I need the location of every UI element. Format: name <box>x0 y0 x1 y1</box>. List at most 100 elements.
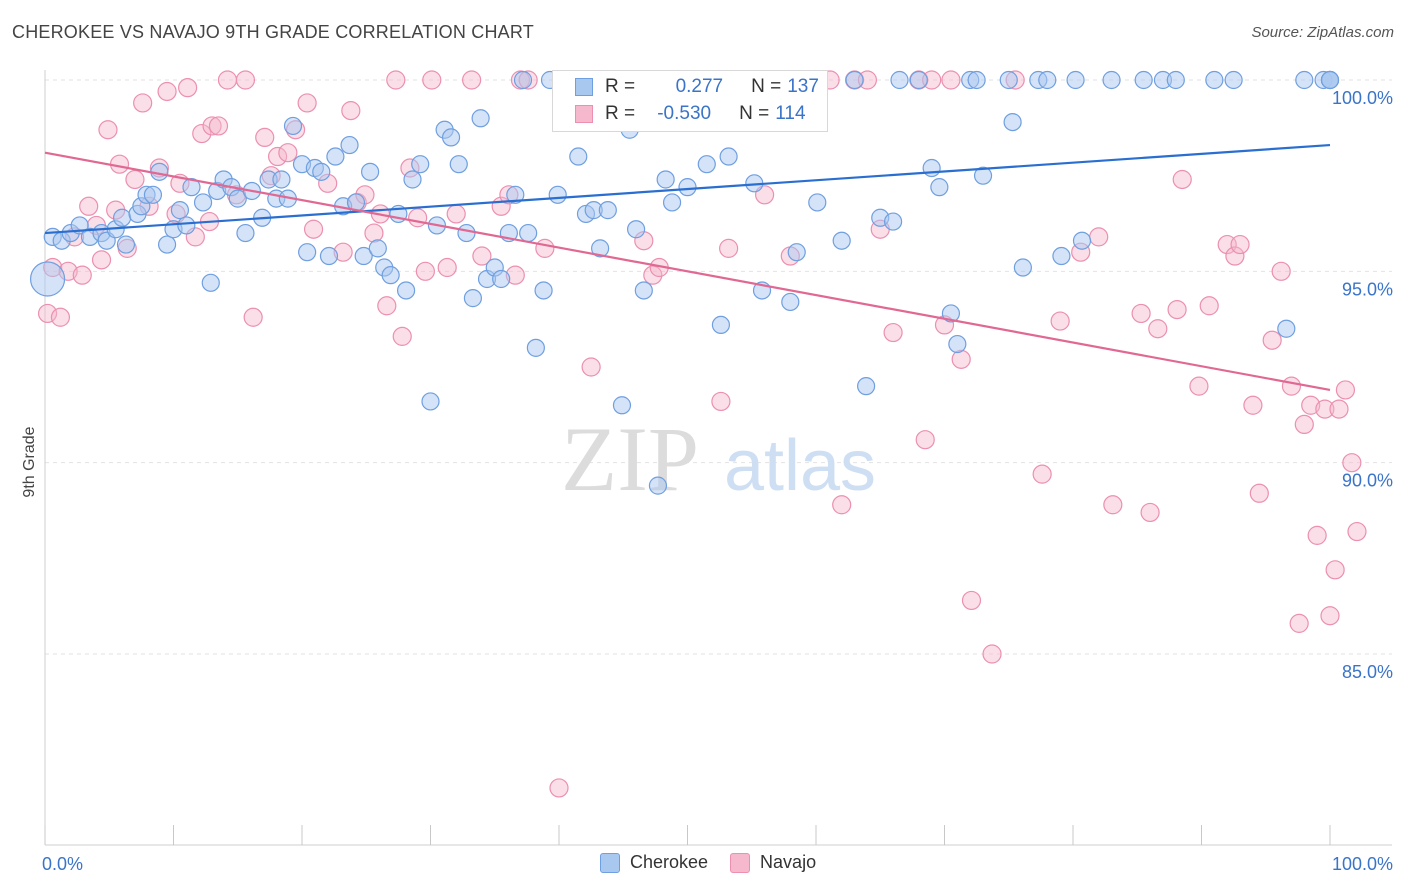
series-legend: Cherokee Navajo <box>600 852 838 873</box>
cherokee-point <box>973 166 993 185</box>
legend-n-value: 137 <box>787 76 819 97</box>
navajo-point <box>1271 261 1291 281</box>
cherokee-point <box>857 377 876 396</box>
y-tick-label: 90.0% <box>1342 471 1393 491</box>
navajo-point <box>941 70 961 90</box>
navajo-point <box>1342 453 1362 473</box>
cherokee-point <box>471 109 490 128</box>
navajo-point <box>1289 613 1309 633</box>
legend-r-label: R = <box>605 76 636 97</box>
navajo-point <box>1050 311 1070 331</box>
cherokee-point <box>381 266 400 285</box>
navajo-point <box>1225 246 1245 266</box>
legend-label-cherokee: Cherokee <box>630 852 709 872</box>
navajo-point <box>125 169 145 190</box>
legend-label-navajo: Navajo <box>760 852 817 872</box>
y-tick-label: 100.0% <box>1332 88 1393 108</box>
cherokee-point <box>361 162 380 181</box>
navajo-point <box>208 116 229 136</box>
navajo-point <box>1320 606 1340 626</box>
navajo-point <box>50 307 71 327</box>
cherokee-point <box>526 338 545 357</box>
cherokee-point <box>403 170 422 189</box>
navajo-point <box>1301 395 1321 415</box>
navajo-point <box>1148 319 1168 339</box>
navajo-point <box>1294 414 1314 434</box>
navajo-point <box>1140 502 1160 523</box>
cherokee-point <box>1320 70 1340 90</box>
y-tick-label: 95.0% <box>1342 279 1393 299</box>
legend-r-value: -0.530 <box>657 103 712 124</box>
navajo-point <box>1243 395 1263 415</box>
watermark-atlas: atlas <box>724 426 876 506</box>
navajo-point <box>1199 296 1219 316</box>
navajo-point <box>915 430 935 450</box>
cherokee-point <box>719 147 738 166</box>
navajo-point <box>1262 330 1282 350</box>
cherokee-point <box>909 70 928 90</box>
legend-r-value: 0.277 <box>675 76 724 97</box>
cherokee-point <box>1224 70 1243 90</box>
watermark: ZIP atlas <box>561 408 876 510</box>
cherokee-point <box>354 246 373 266</box>
navajo-point <box>711 391 731 412</box>
navajo-point <box>1307 525 1327 545</box>
cherokee-point <box>626 220 646 239</box>
cherokee-point <box>634 281 653 300</box>
cherokee-point <box>340 135 359 155</box>
navajo-point <box>1089 227 1109 247</box>
cherokee-point <box>656 170 675 189</box>
cherokee-point <box>29 261 66 297</box>
navajo-point <box>1249 483 1269 503</box>
cherokee-point <box>513 70 533 90</box>
cherokee-point <box>519 223 538 243</box>
cherokee-point <box>283 116 303 136</box>
cherokee-point <box>967 70 986 90</box>
cherokee-point <box>143 185 163 204</box>
cherokee-point <box>1102 70 1121 90</box>
cherokee-point <box>312 162 331 181</box>
cherokee-point <box>411 155 430 174</box>
cherokee-point <box>1038 70 1057 90</box>
legend-n-label: N = <box>739 103 770 124</box>
navajo-point <box>157 81 177 102</box>
cherokee-point <box>1205 70 1224 90</box>
cherokee-point <box>1277 319 1296 338</box>
x-tick-label: 100.0% <box>1332 854 1393 874</box>
navajo-point <box>1172 169 1192 190</box>
cherokee-point <box>396 281 416 300</box>
navajo-point <box>278 143 298 163</box>
cherokee-point <box>319 246 339 266</box>
navajo-point <box>832 495 852 515</box>
cherokee-point <box>612 396 632 415</box>
legend-item-navajo: Navajo <box>730 852 816 873</box>
cherokee-point <box>930 178 949 197</box>
navajo-points <box>37 70 1367 798</box>
cherokee-point <box>662 193 682 212</box>
cherokee-point <box>116 235 136 254</box>
cherokee-point <box>326 147 345 166</box>
legend-n-label: N = <box>751 76 782 97</box>
cherokee-point <box>463 289 483 308</box>
cherokee-point <box>548 185 567 204</box>
navajo-point <box>303 219 324 239</box>
cherokee-point <box>648 476 668 495</box>
navajo-point <box>951 349 971 369</box>
correlation-legend: R = 0.277 N = 137 R = -0.530 N = 114 <box>552 70 828 132</box>
cherokee-point <box>534 281 553 300</box>
legend-r-label: R = <box>605 103 636 124</box>
y-tick-label: 85.0% <box>1342 662 1393 682</box>
cherokee-point <box>272 170 291 189</box>
navajo-point <box>883 322 903 343</box>
cherokee-point <box>1003 112 1022 132</box>
y-axis-label: 9th Grade <box>21 426 38 497</box>
navajo-point <box>392 326 412 346</box>
navajo-point <box>98 120 118 140</box>
navajo-point <box>341 101 361 121</box>
cherokee-point <box>506 185 525 204</box>
source-label: Source: ZipAtlas.com <box>1251 24 1394 41</box>
cherokee-point <box>922 158 941 178</box>
navajo-point <box>535 238 555 258</box>
cherokee-point <box>890 70 909 90</box>
navajo-point <box>1329 399 1349 419</box>
